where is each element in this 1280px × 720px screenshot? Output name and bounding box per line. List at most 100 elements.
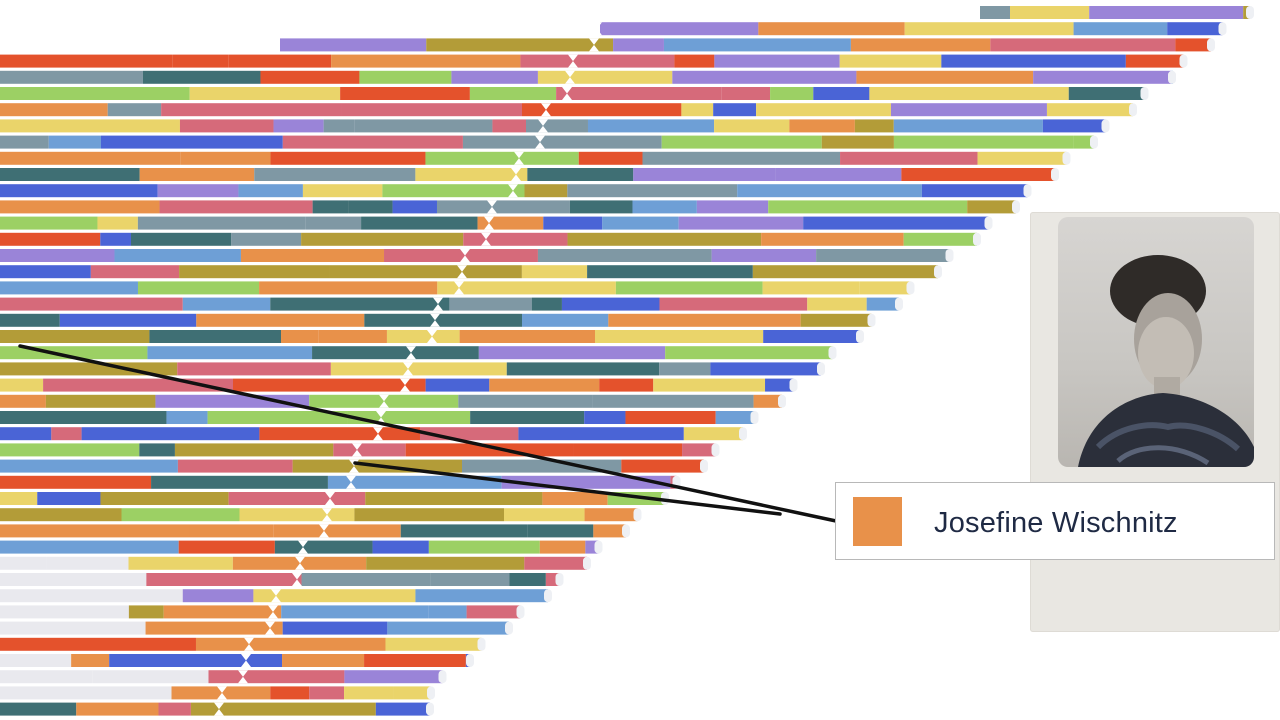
chromosome-strand [0, 605, 525, 619]
chromosome-segment [800, 313, 872, 327]
chromosome-segment [231, 232, 302, 246]
centromere-mark [214, 702, 224, 716]
chromosome-segment [331, 54, 521, 68]
chromosome-strand [0, 670, 447, 684]
centromere-mark [592, 22, 602, 36]
pointer-lines [18, 344, 838, 523]
chromosome-segment [107, 103, 162, 117]
chromosome-segment [602, 216, 679, 230]
chromosome-segment [850, 38, 991, 52]
chromosome-segment [48, 135, 101, 149]
chromosome-end-cap [1051, 168, 1059, 181]
centromere-mark [298, 540, 308, 554]
chromosome-segment [364, 313, 523, 327]
chromosome-segment [659, 297, 808, 311]
centromere-mark [241, 654, 251, 667]
chromosome-segment [0, 184, 158, 198]
chromosome-end-cap [828, 346, 837, 360]
chromosome-segment [415, 589, 548, 603]
chromosome-segment [240, 249, 385, 262]
chromosome-segment [466, 605, 521, 619]
centromere-mark [541, 103, 551, 117]
chromosome-segment [789, 119, 855, 133]
chromosome-segment [425, 378, 490, 392]
chromosome-segment [458, 394, 593, 408]
centromere-mark [535, 135, 545, 149]
centromere-mark [481, 232, 491, 246]
chromosome-segment [195, 637, 386, 651]
chromosome-segment [159, 200, 313, 214]
chromosome-strand [0, 573, 564, 586]
chromosome-segment [90, 265, 180, 279]
chromosome-segment [477, 216, 544, 230]
chromosome-strand [0, 168, 1059, 181]
centromere-mark [484, 216, 494, 230]
chromosome-strand-group [0, 6, 1254, 716]
centromere-mark [244, 637, 254, 651]
chromosome-strand [0, 686, 435, 700]
chromosome-segment [0, 492, 38, 505]
chromosome-segment [967, 200, 1016, 214]
chromosome-segment [587, 119, 715, 133]
chromosome-segment [174, 443, 334, 457]
chromosome-strand [0, 249, 954, 262]
chromosome-segment [361, 216, 478, 230]
chromosome-segment [385, 637, 482, 651]
chromosome-strand [0, 508, 642, 522]
chromosome-segment [763, 330, 860, 343]
chromosome-end-cap [438, 670, 447, 684]
chromosome-segment [323, 119, 355, 133]
chromosome-segment [428, 605, 467, 619]
chromosome-segment [901, 168, 1055, 181]
chromosome-segment [437, 281, 616, 295]
chromosome-segment [0, 216, 98, 230]
centromere-mark [265, 621, 275, 635]
centromere-mark [238, 670, 248, 684]
chromosome-segment [137, 281, 260, 295]
centromere-mark [268, 605, 278, 619]
chromosome-segment [587, 265, 753, 279]
chromosome-segment [178, 540, 275, 554]
chromosome-segment [312, 200, 349, 214]
chromosome-segment [341, 103, 522, 117]
chromosome-segment [0, 232, 101, 246]
chromosome-segment [489, 378, 600, 392]
chromosome-end-cap [477, 637, 486, 651]
legend-swatch [853, 497, 902, 546]
chromosome-segment [683, 427, 743, 441]
chromosome-segment [595, 330, 764, 343]
chromosome-segment [1010, 6, 1090, 19]
chromosome-segment [520, 54, 675, 68]
person-name-label: Josefine Wischnitz [934, 507, 1178, 539]
centromere-mark [217, 686, 227, 700]
chromosome-segment [330, 362, 507, 376]
chromosome-segment [524, 184, 568, 198]
chromosome-strand [0, 556, 591, 570]
chromosome-strand [0, 346, 837, 360]
chromosome-end-cap [544, 589, 552, 603]
chromosome-segment [259, 427, 420, 441]
chromosome-strand [0, 637, 486, 651]
chromosome-segment [1046, 103, 1133, 117]
chromosome-segment [696, 200, 769, 214]
chromosome-segment [142, 70, 261, 84]
chromosome-segment [0, 702, 77, 716]
chromosome-segment [0, 524, 190, 538]
chromosome-segment [436, 200, 570, 214]
chromosome-segment [281, 330, 319, 343]
chromosome-end-cap [1129, 103, 1137, 117]
chromosome-strand [980, 6, 1254, 19]
chromosome-segment [737, 184, 922, 198]
chromosome-segment [233, 378, 426, 392]
chromosome-segment [592, 394, 754, 408]
chromosome-strand [0, 492, 669, 505]
chromosome-segment [663, 38, 851, 52]
chromosome-strand [0, 297, 903, 311]
chromosome-strand [0, 702, 434, 716]
chromosome-segment [270, 297, 450, 311]
chromosome-segment [163, 605, 282, 619]
chromosome-segment [608, 313, 801, 327]
chromosome-segment [182, 297, 271, 311]
chromosome-segment [354, 508, 505, 522]
centromere-mark [379, 394, 389, 408]
